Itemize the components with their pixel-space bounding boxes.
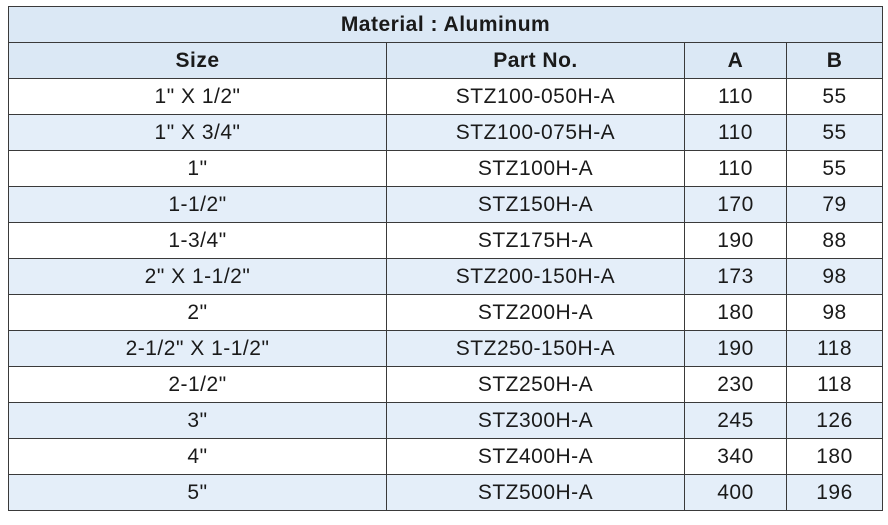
table-cell: 180 (785, 438, 884, 475)
table-cell: 2" (8, 294, 387, 331)
table-cell: 1" (8, 150, 387, 187)
table-cell: 4" (8, 438, 387, 475)
table-cell: STZ175H-A (386, 222, 685, 259)
data-table: Material : Aluminum Size Part No. A B 1" X … (7, 6, 884, 511)
table-row: 2" X 1-1/2" STZ200-150H-A 173 98 (8, 258, 884, 295)
header-cell: A (684, 42, 787, 79)
table-cell: 230 (684, 366, 787, 403)
table-cell: 2" X 1-1/2" (8, 258, 387, 295)
table-row: 1" X 3/4" STZ100-075H-A 110 55 (8, 114, 884, 151)
table-cell: 190 (684, 222, 787, 259)
header-cell: B (785, 42, 884, 79)
table-cell: 2-1/2" X 1-1/2" (8, 330, 387, 367)
table-cell: 55 (785, 150, 884, 187)
table-cell: 180 (684, 294, 787, 331)
table-cell: 340 (684, 438, 787, 475)
table-cell: 88 (785, 222, 884, 259)
table-cell: 126 (785, 402, 884, 439)
table-row: 1" STZ100H-A 110 55 (8, 150, 884, 187)
table-cell: 170 (684, 186, 787, 223)
table-cell: 110 (684, 114, 787, 151)
table-cell: 173 (684, 258, 787, 295)
table-row: 3" STZ300H-A 245 126 (8, 402, 884, 439)
table-row: 1-1/2" STZ150H-A 170 79 (8, 186, 884, 223)
table-row: 1" X 1/2" STZ100-050H-A 110 55 (8, 78, 884, 115)
table-cell: 190 (684, 330, 787, 367)
header-cell: Size (8, 42, 387, 79)
table-cell: STZ150H-A (386, 186, 685, 223)
table-cell: 118 (785, 366, 884, 403)
table-cell: 98 (785, 258, 884, 295)
table-cell: 110 (684, 150, 787, 187)
table-row: 2" STZ200H-A 180 98 (8, 294, 884, 331)
table-cell: 1" X 3/4" (8, 114, 387, 151)
table-cell: 5" (8, 474, 387, 511)
table-row: 1-3/4" STZ175H-A 190 88 (8, 222, 884, 259)
table-cell: 1" X 1/2" (8, 78, 387, 115)
table-cell: 55 (785, 78, 884, 115)
table-row: 2-1/2" STZ250H-A 230 118 (8, 366, 884, 403)
table-cell: STZ250H-A (386, 366, 685, 403)
table-cell: 1-1/2" (8, 186, 387, 223)
table-cell: 2-1/2" (8, 366, 387, 403)
table-head: Material : Aluminum Size Part No. A B (7, 6, 884, 79)
header-cell: Part No. (386, 42, 685, 79)
table-cell: STZ500H-A (386, 474, 685, 511)
table-cell: 79 (785, 186, 884, 223)
table-cell: STZ400H-A (386, 438, 685, 475)
table-cell: STZ100-075H-A (386, 114, 685, 151)
table-cell: 245 (684, 402, 787, 439)
table-cell: STZ100-050H-A (386, 78, 685, 115)
table-cell: 55 (785, 114, 884, 151)
table-cell: 196 (785, 474, 884, 511)
header-row: Size Part No. A B (8, 42, 884, 79)
table-cell: 98 (785, 294, 884, 331)
table-row: 5" STZ500H-A 400 196 (8, 474, 884, 511)
table-cell: STZ100H-A (386, 150, 685, 187)
table-cell: 1-3/4" (8, 222, 387, 259)
table-body: 1" X 1/2" STZ100-050H-A 110 55 1" X 3/4" STZ1… (8, 78, 884, 511)
table-row: 2-1/2" X 1-1/2" STZ250-150H-A 190 118 (8, 330, 884, 367)
table-cell: 118 (785, 330, 884, 367)
title-row: Material : Aluminum (7, 6, 884, 43)
table-cell: 400 (684, 474, 787, 511)
table-cell: STZ300H-A (386, 402, 685, 439)
table-cell: STZ250-150H-A (386, 330, 685, 367)
table-cell: STZ200H-A (386, 294, 685, 331)
table-title: Material : Aluminum (7, 6, 884, 43)
table-cell: 110 (684, 78, 787, 115)
table-cell: 3" (8, 402, 387, 439)
table-row: 4" STZ400H-A 340 180 (8, 438, 884, 475)
table-cell: STZ200-150H-A (386, 258, 685, 295)
